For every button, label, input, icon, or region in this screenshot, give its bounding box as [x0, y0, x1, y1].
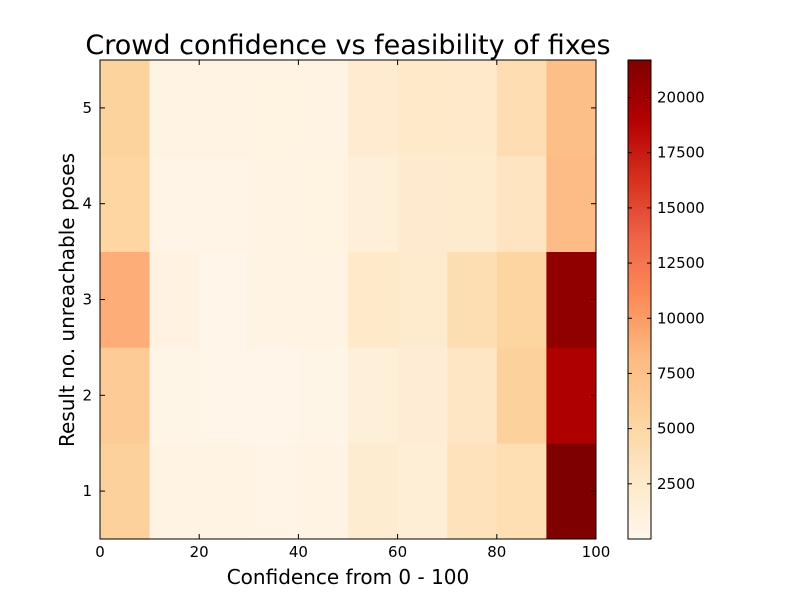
heatmap-cell [100, 251, 150, 348]
heatmap-cell [397, 443, 448, 540]
colorbar-tick-label: 20000 [657, 89, 705, 107]
x-axis: 0 20 40 60 80 100 [95, 60, 610, 561]
heatmap-cell [199, 347, 250, 444]
x-tick-label: 100 [582, 543, 611, 561]
heatmap-cell [546, 251, 597, 348]
heatmap-cell [348, 251, 398, 348]
heatmap-cell [248, 443, 299, 540]
x-tick-label: 20 [190, 543, 209, 561]
y-tick-label: 1 [82, 482, 92, 500]
heatmap-cell [248, 155, 299, 252]
colorbar-tick-label: 5000 [657, 420, 695, 438]
colorbar-tick-label: 12500 [657, 254, 705, 272]
x-tick-label: 60 [388, 543, 407, 561]
colorbar-tick-label: 2500 [657, 475, 695, 493]
colorbar-tick-label: 15000 [657, 199, 705, 217]
colorbar-gradient [628, 60, 651, 539]
heatmap-cell [397, 60, 448, 157]
heatmap-cell [496, 60, 547, 157]
heatmap-cell [100, 155, 150, 252]
y-axis: 1 2 3 4 5 [82, 99, 596, 500]
heatmap-cell [298, 347, 349, 444]
heatmap-cell [298, 443, 349, 540]
heatmap-cell [199, 251, 250, 348]
x-tick-label: 0 [95, 543, 105, 561]
heatmap-cell [248, 251, 299, 348]
heatmap-cell [348, 347, 398, 444]
colorbar: 2500 5000 7500 10000 12500 15000 17500 20000 [627, 59, 705, 540]
heatmap-cell [546, 60, 597, 157]
heatmap-cell [546, 347, 597, 444]
colorbar-tick-label: 17500 [657, 144, 705, 162]
heatmap-cell [100, 60, 150, 157]
heatmap-cell [348, 155, 398, 252]
heatmap-cell [298, 251, 349, 348]
heatmap-cell [199, 155, 250, 252]
heatmap-cell [348, 443, 398, 540]
heatmap-cell [100, 347, 150, 444]
heatmap-cell [447, 155, 498, 252]
heatmap-cells [100, 60, 597, 540]
heatmap-cell [496, 347, 547, 444]
x-axis-label: Confidence from 0 - 100 [227, 565, 470, 589]
heatmap-cell [546, 443, 597, 540]
heatmap-cell [496, 155, 547, 252]
heatmap-cell [248, 347, 299, 444]
heatmap-cell [447, 251, 498, 348]
heatmap-cell [149, 347, 200, 444]
chart-title: Crowd confidence vs feasibility of fixes [85, 30, 610, 61]
heatmap-cell [248, 60, 299, 157]
y-tick-label: 2 [82, 386, 92, 404]
colorbar-tick-label: 7500 [657, 364, 695, 382]
x-tick-label: 40 [289, 543, 308, 561]
heatmap-cell [149, 251, 200, 348]
y-tick-label: 5 [82, 99, 92, 117]
heatmap-cell [298, 155, 349, 252]
heatmap-cell [496, 443, 547, 540]
heatmap-cell [298, 60, 349, 157]
heatmap-cell [397, 347, 448, 444]
heatmap-cell [397, 155, 448, 252]
heatmap-cell [447, 347, 498, 444]
colorbar-ticks: 2500 5000 7500 10000 12500 15000 17500 20000 [628, 89, 705, 493]
heatmap-cell [397, 251, 448, 348]
heatmap-cell [149, 155, 200, 252]
heatmap-cell [447, 60, 498, 157]
colorbar-tick-label: 10000 [657, 309, 705, 327]
heatmap-cell [199, 60, 250, 157]
colorbar-frame [627, 59, 652, 540]
x-tick-label: 80 [487, 543, 506, 561]
heatmap-cell [199, 443, 250, 540]
heatmap-cell [496, 251, 547, 348]
heatmap-cell [100, 443, 150, 540]
heatmap-cell [149, 60, 200, 157]
heatmap-cell [149, 443, 200, 540]
y-tick-label: 4 [82, 195, 92, 213]
heatmap-cell [546, 155, 597, 252]
y-axis-label: Result no. unreachable poses [55, 153, 79, 447]
heatmap-cell [447, 443, 498, 540]
heatmap-cell [348, 60, 398, 157]
y-tick-label: 3 [82, 291, 92, 309]
